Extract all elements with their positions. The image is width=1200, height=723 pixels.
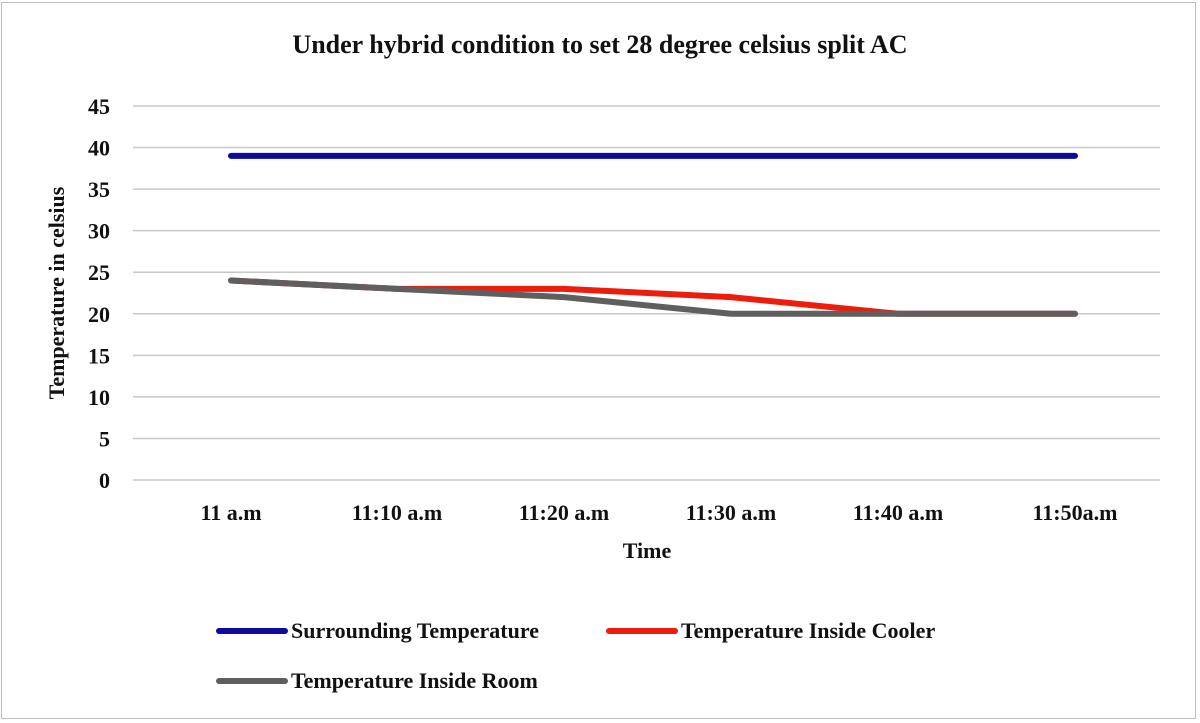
series-line-2 — [228, 277, 1078, 317]
chart-title: Under hybrid condition to set 28 degree … — [292, 30, 908, 59]
y-tick-label: 10 — [88, 385, 110, 410]
legend-swatch-surrounding — [216, 628, 288, 634]
legend-swatch-cooler — [606, 628, 678, 634]
y-tick-label: 0 — [99, 468, 110, 493]
x-tick-label: 11:50a.m — [1033, 500, 1118, 525]
y-tick-label: 30 — [88, 219, 110, 244]
x-axis-label: Time — [622, 538, 672, 563]
x-axis-ticks: 11 a.m 11:10 a.m 11:20 a.m 11:30 a.m 11:40 a… — [200, 500, 1117, 525]
y-tick-label: 45 — [88, 94, 110, 119]
legend-label: Temperature Inside Room — [291, 668, 538, 693]
legend-item-surrounding: Surrounding Temperature — [216, 618, 539, 644]
y-tick-label: 5 — [99, 426, 110, 451]
legend-item-cooler: Temperature Inside Cooler — [606, 618, 935, 644]
x-tick-label: 11:10 a.m — [352, 500, 442, 525]
y-tick-label: 40 — [88, 136, 110, 161]
x-tick-label: 11:40 a.m — [853, 500, 943, 525]
y-axis-ticks: 0 5 10 15 20 25 30 35 40 45 — [88, 94, 110, 493]
legend-label: Temperature Inside Cooler — [681, 618, 936, 643]
gridlines — [133, 105, 1160, 481]
x-tick-label: 11 a.m — [200, 500, 261, 525]
legend-swatch-room — [216, 678, 288, 684]
y-tick-label: 35 — [88, 177, 110, 202]
y-tick-label: 20 — [88, 302, 110, 327]
legend-label: Surrounding Temperature — [291, 618, 539, 643]
legend-item-room: Temperature Inside Room — [216, 668, 538, 694]
x-tick-label: 11:30 a.m — [686, 500, 776, 525]
data-lines — [228, 152, 1078, 317]
y-tick-label: 15 — [88, 343, 110, 368]
x-tick-label: 11:20 a.m — [519, 500, 609, 525]
y-tick-label: 25 — [88, 260, 110, 285]
